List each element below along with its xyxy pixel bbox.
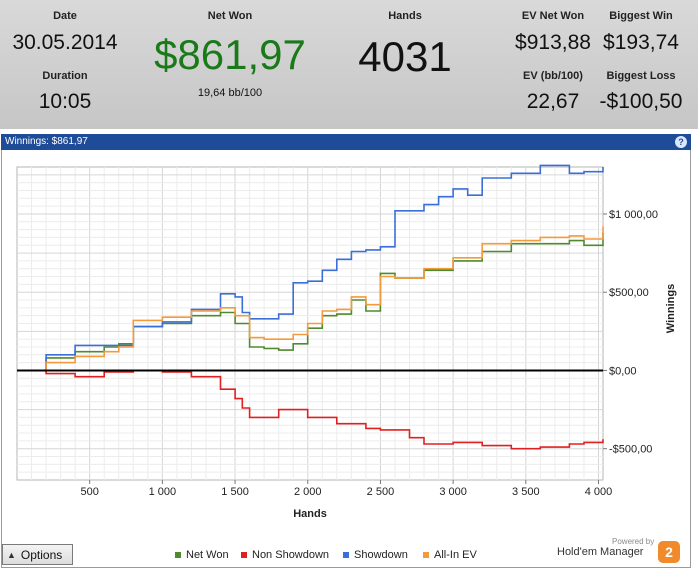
y-tick-label: $500,00 xyxy=(609,287,649,299)
options-label: Options xyxy=(20,547,63,562)
x-tick-label: 2 500 xyxy=(367,486,395,498)
stats-header: Date 30.05.2014 Duration 10:05 Net Won $… xyxy=(0,0,698,130)
x-tick-label: 1 500 xyxy=(221,486,249,498)
biggest-win-value: $193,74 xyxy=(603,31,679,54)
x-tick-label: 500 xyxy=(81,486,99,498)
options-button[interactable]: ▲ Options xyxy=(2,544,73,565)
legend-swatch xyxy=(241,552,247,558)
net-won-label: Net Won xyxy=(207,10,253,22)
winnings-panel-titlebar: Winnings: $861,97 ? xyxy=(1,134,691,150)
legend-swatch xyxy=(423,552,429,558)
series-line-all-in-ev xyxy=(17,226,604,372)
y-tick-label: -$500,00 xyxy=(609,444,652,456)
biggest-loss-value: -$100,50 xyxy=(599,90,683,113)
hands-label: Hands xyxy=(388,10,422,22)
winnings-chart: 500 1 000 1 500 2 000 2 500 3 000 3 500 4 000 -$… xyxy=(16,164,677,520)
winnings-panel-title: Winnings: $861,97 xyxy=(5,136,88,147)
legend-label: Net Won xyxy=(186,549,229,561)
x-tick-label: 4 000 xyxy=(585,486,613,498)
y-tick-label: $0,00 xyxy=(609,365,637,377)
biggest-loss-label: Biggest Loss xyxy=(606,70,676,82)
legend-item-all-in-ev: All-In EV xyxy=(423,549,477,561)
ev-net-won-label: EV Net Won xyxy=(521,10,585,22)
legend-item-net-won: Net Won xyxy=(175,549,229,561)
net-won-bb-per-100: 19,64 bb/100 xyxy=(197,87,263,99)
x-tick-label: 3 000 xyxy=(439,486,467,498)
triangle-up-icon: ▲ xyxy=(7,549,16,560)
hands-value: 4031 xyxy=(358,33,452,80)
ev-bb-label: EV (bb/100) xyxy=(523,70,583,82)
ev-net-won-value: $913,88 xyxy=(515,31,591,54)
powered-by-label: Powered by xyxy=(612,537,655,546)
duration-label: Duration xyxy=(42,70,88,82)
series-line-showdown xyxy=(17,164,604,372)
x-tick-label: 3 500 xyxy=(512,486,540,498)
legend-swatch xyxy=(343,552,349,558)
chart-panel: 500 1 000 1 500 2 000 2 500 3 000 3 500 4 000 -$… xyxy=(1,150,691,568)
net-won-value: $861,97 xyxy=(154,31,306,78)
legend-swatch xyxy=(175,552,181,558)
legend-item-non-showdown: Non Showdown xyxy=(241,549,329,561)
duration-value: 10:05 xyxy=(38,90,92,113)
legend-label: All-In EV xyxy=(434,549,477,561)
x-tick-label: 2 000 xyxy=(294,486,322,498)
date-label: Date xyxy=(53,10,77,22)
legend-item-showdown: Showdown xyxy=(343,549,408,561)
x-axis-title: Hands xyxy=(293,508,327,520)
help-icon[interactable]: ? xyxy=(675,136,687,148)
ev-bb-value: 22,67 xyxy=(526,90,580,113)
x-tick-label: 1 000 xyxy=(149,486,177,498)
legend-label: Showdown xyxy=(354,549,408,561)
separator xyxy=(0,129,698,134)
date-value: 30.05.2014 xyxy=(12,31,118,54)
biggest-win-label: Biggest Win xyxy=(609,10,673,22)
y-axis-title: Winnings xyxy=(665,284,677,333)
brand-name: Hold'em Manager xyxy=(557,546,644,558)
hm2-logo: 2 xyxy=(658,541,680,563)
legend-label: Non Showdown xyxy=(252,549,330,561)
y-tick-label: $1 000,00 xyxy=(609,209,658,221)
